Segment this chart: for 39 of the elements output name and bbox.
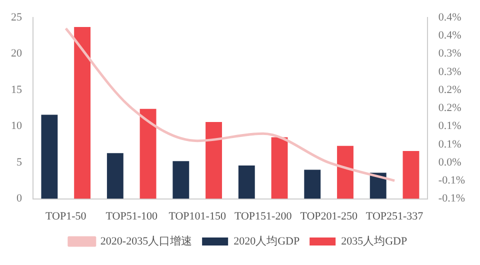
y-tick-label: 25: [11, 11, 22, 24]
bar: [74, 27, 91, 199]
y2-tick-label: 0.2%: [438, 102, 462, 114]
bar: [140, 108, 156, 199]
bar: [402, 150, 420, 199]
legend-label: 2020人均GDP: [234, 235, 300, 248]
y2-tick-label: 0.3%: [438, 66, 462, 78]
y2-tick-label: 0.1%: [438, 138, 462, 150]
x-tick-label: TOP1-50: [45, 210, 87, 222]
y2-tick-label: 0.1%: [438, 120, 462, 132]
bar: [337, 146, 354, 199]
bar: [41, 114, 58, 199]
x-tick-label: TOP101-150: [168, 210, 226, 222]
legend-label: 2035人均GDP: [341, 235, 408, 248]
y2-tick-label: 0.4%: [438, 30, 462, 42]
bar: [370, 172, 386, 199]
y2-tick-label: 0.2%: [438, 84, 462, 96]
bar: [304, 170, 321, 199]
x-tick-label: TOP51-100: [106, 210, 158, 222]
bar: [271, 137, 288, 199]
bar: [172, 161, 190, 199]
y2-tick-label: 0.4%: [438, 11, 462, 24]
y2-tick-label: 0.0%: [438, 156, 462, 168]
x-tick-label: TOP201-250: [300, 210, 358, 222]
line-series: [64, 27, 396, 182]
y-tick-label: 0: [16, 192, 22, 205]
y2-tick-label: -0.1%: [438, 174, 465, 187]
x-tick-label: TOP151-200: [234, 210, 292, 222]
y-tick-label: 15: [11, 84, 22, 96]
bar: [106, 153, 124, 199]
bar: [238, 165, 255, 199]
y-tick-label: 5: [16, 156, 22, 168]
y-tick-label: 20: [11, 48, 22, 60]
legend-label: 2020-2035人口增速: [100, 234, 192, 248]
y2-tick-label: 0.3%: [438, 48, 462, 60]
y2-tick-label: -0.1%: [438, 192, 465, 205]
x-tick-label: TOP251-337: [366, 210, 424, 222]
y-tick-label: 10: [11, 120, 22, 132]
bar: [206, 122, 222, 199]
